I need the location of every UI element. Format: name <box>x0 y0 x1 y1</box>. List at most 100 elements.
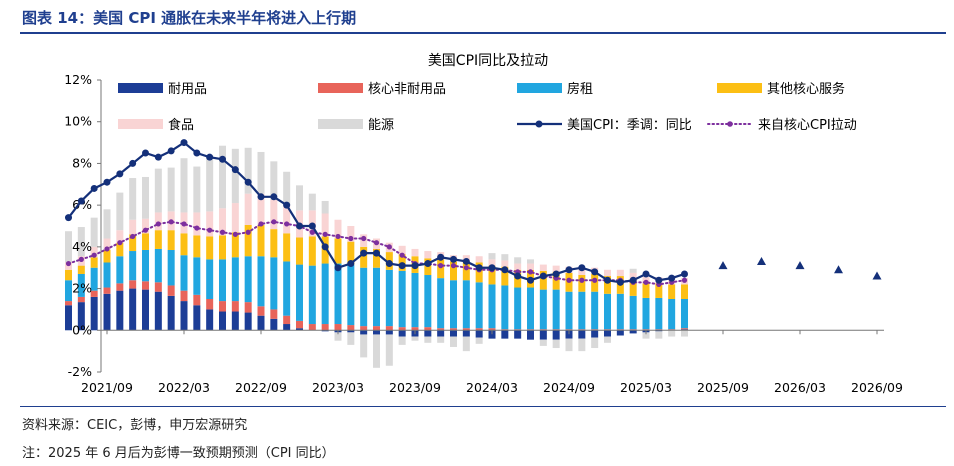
bar-segment <box>180 233 188 256</box>
core-contribution-point <box>284 221 290 227</box>
bar-segment <box>578 329 586 331</box>
bar-segment <box>475 262 483 283</box>
bar-segment <box>437 336 445 343</box>
bar-segment <box>501 330 509 339</box>
bar-segment <box>668 329 676 331</box>
bar-segment <box>462 328 470 331</box>
bar-segment <box>90 246 98 258</box>
bar-segment <box>90 267 98 291</box>
forecast-point <box>834 265 843 274</box>
core-contribution-point <box>232 231 238 237</box>
cpi-point <box>514 272 522 280</box>
title-rule <box>20 32 946 34</box>
core-contribution-point <box>117 240 123 246</box>
cpi-point <box>591 268 599 276</box>
core-contribution-point <box>579 277 585 283</box>
bar-segment <box>231 232 239 258</box>
bar-segment <box>450 280 457 329</box>
bar-segment <box>142 249 149 282</box>
cpi-point <box>462 257 470 265</box>
bar-segment <box>398 270 406 328</box>
core-contribution-point <box>386 244 392 250</box>
y-tick-label: 8% <box>72 155 92 170</box>
bar-segment <box>501 260 509 267</box>
bar-segment <box>270 199 278 230</box>
cpi-point <box>398 262 406 270</box>
bar-segment <box>321 263 329 325</box>
cpi-point <box>257 193 265 201</box>
bar-segment <box>360 267 368 327</box>
bar-segment <box>450 328 457 331</box>
bar-segment <box>578 275 586 292</box>
bar-segment <box>655 330 663 332</box>
y-tick-label: 2% <box>72 281 92 296</box>
bar-segment <box>450 261 457 281</box>
bar-segment <box>257 306 265 316</box>
cpi-point <box>142 149 149 157</box>
bar-segment <box>257 193 265 225</box>
bar-segment <box>488 265 496 285</box>
bar-segment <box>565 291 573 330</box>
bar-segment <box>347 226 355 242</box>
cpi-point <box>77 197 85 205</box>
bar-segment <box>578 268 586 276</box>
cpi-point <box>270 193 278 201</box>
x-tick-label: 2024/03 <box>466 380 518 395</box>
bar-segment <box>488 253 496 260</box>
x-tick-label: 2023/03 <box>312 380 364 395</box>
x-tick-label: 2021/09 <box>81 380 133 395</box>
core-contribution-point <box>271 219 277 225</box>
cpi-point <box>681 270 688 278</box>
bar-segment <box>488 284 496 329</box>
bar-segment <box>385 334 393 366</box>
cpi-point <box>334 264 342 272</box>
bar-segment <box>244 224 252 257</box>
bar-segment <box>552 271 560 290</box>
legend-swatch <box>318 83 363 93</box>
bar-segment <box>347 332 355 345</box>
footer-rule <box>20 406 946 407</box>
bar-segment <box>154 230 162 249</box>
bar-segment <box>206 309 214 331</box>
bar-segment <box>347 264 355 326</box>
bar-segment <box>501 285 509 330</box>
legend-item: 能源 <box>318 118 394 133</box>
bar-segment <box>681 329 688 331</box>
bar-segment <box>116 230 124 243</box>
bar-segment <box>501 254 509 261</box>
bar-segment <box>283 205 291 234</box>
bar-segment <box>475 330 483 338</box>
bar-segment <box>129 234 137 252</box>
bar-segment <box>167 167 175 212</box>
cpi-point <box>219 155 226 163</box>
x-tick-label: 2023/09 <box>389 380 441 395</box>
bar-segment <box>629 279 637 296</box>
bar-segment <box>450 330 457 337</box>
core-contribution-point <box>335 233 341 240</box>
bar-segment <box>514 287 522 330</box>
bar-segment <box>501 266 509 286</box>
bar-segment <box>103 262 111 288</box>
bar-segment <box>231 311 239 331</box>
cpi-point <box>565 266 573 274</box>
cpi-point <box>321 243 329 251</box>
bar-segment <box>514 263 522 270</box>
source-note: 资料来源：CEIC，彭博，申万宏源研究 <box>22 418 248 433</box>
bar-segment <box>103 293 111 331</box>
bar-segment <box>360 334 368 358</box>
bar-segment <box>154 212 162 231</box>
bar-segment <box>373 267 380 327</box>
bar-segment <box>270 309 278 319</box>
bar-segment <box>167 249 175 286</box>
cpi-point <box>283 201 291 209</box>
bar-segment <box>398 330 406 337</box>
cpi-point <box>308 222 316 230</box>
bar-segment <box>129 178 137 220</box>
bar-segment <box>527 259 534 264</box>
bar-segment <box>244 312 252 331</box>
bar-segment <box>142 289 149 331</box>
bar-segment <box>578 291 586 330</box>
bar-segment <box>231 301 239 312</box>
bar-segment <box>167 230 175 250</box>
